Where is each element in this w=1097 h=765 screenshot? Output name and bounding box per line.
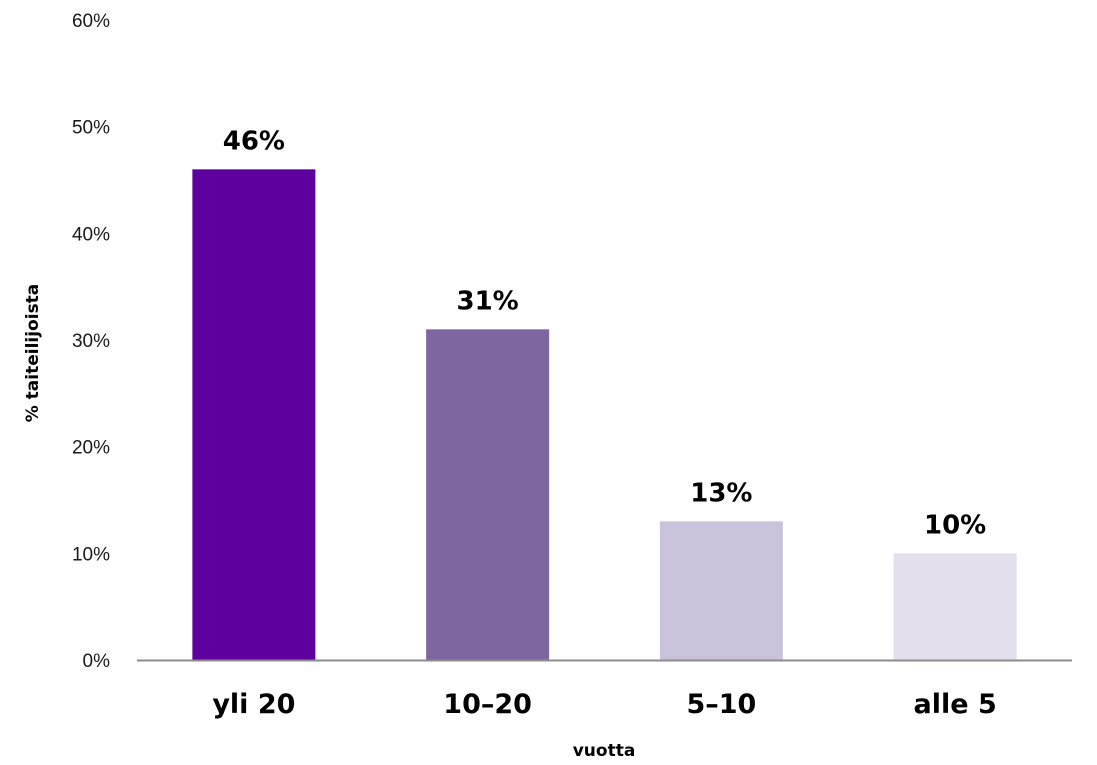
y-tick-label: 50% bbox=[72, 118, 110, 139]
y-tick-label: 30% bbox=[72, 331, 110, 352]
data-label: 13% bbox=[690, 478, 752, 508]
y-tick-label: 0% bbox=[83, 651, 111, 672]
data-labels: 46% 31% 13% 10% bbox=[223, 126, 986, 540]
y-tick-label: 10% bbox=[72, 544, 110, 565]
category-labels: yli 20 10–20 5–10 alle 5 bbox=[212, 689, 996, 720]
bar bbox=[893, 553, 1017, 660]
y-axis-ticks: 0% 10% 20% 30% 40% 50% 60% bbox=[72, 11, 110, 672]
y-tick-label: 20% bbox=[72, 438, 110, 459]
bar bbox=[426, 329, 550, 660]
data-label: 10% bbox=[924, 510, 986, 540]
data-label: 31% bbox=[457, 286, 519, 316]
x-axis-title: vuotta bbox=[573, 741, 636, 761]
category-label: 5–10 bbox=[686, 689, 756, 720]
bars bbox=[192, 169, 1017, 661]
y-tick-label: 60% bbox=[72, 11, 110, 32]
y-tick-label: 40% bbox=[72, 224, 110, 245]
category-label: 10–20 bbox=[443, 689, 532, 720]
bar bbox=[192, 169, 316, 661]
y-axis-title: % taiteilijoista bbox=[23, 284, 43, 423]
data-label: 46% bbox=[223, 126, 285, 156]
category-label: yli 20 bbox=[212, 689, 295, 720]
category-label: alle 5 bbox=[914, 689, 997, 720]
bar bbox=[659, 521, 783, 660]
